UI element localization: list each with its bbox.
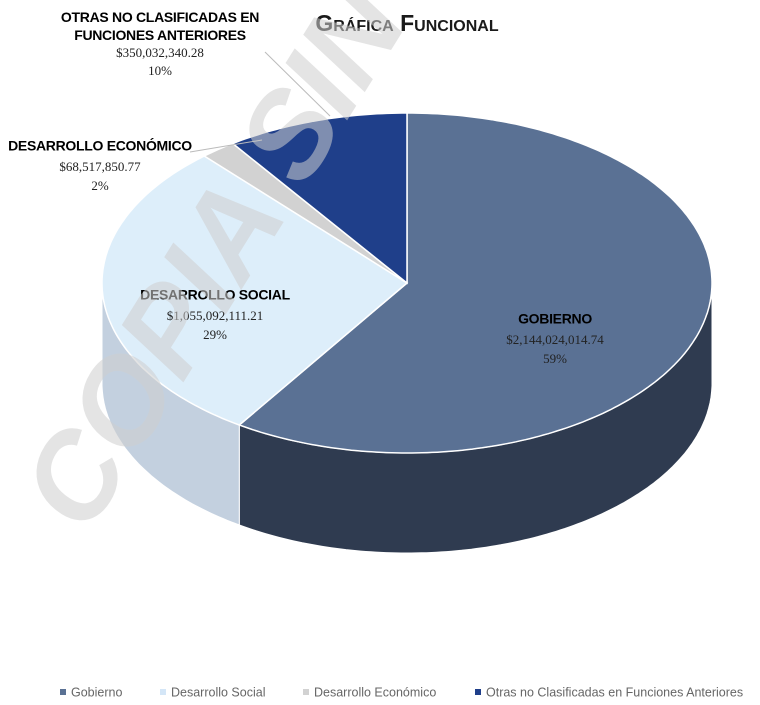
data-label-value: $68,517,850.77 [59, 159, 141, 174]
legend-swatch [60, 689, 66, 695]
data-label-value: $1,055,092,111.21 [167, 308, 264, 323]
slice [202, 142, 408, 284]
data-label: DESARROLLO ECONÓMICO $68,517,850.77 2% [8, 137, 263, 193]
slice [101, 155, 409, 426]
data-label-name: OTRAS NO CLASIFICADAS EN FUNCIONES ANTERI… [61, 9, 259, 43]
data-label: DESARROLLO SOCIAL $1,055,092,111.21 29% [140, 287, 291, 342]
legend-swatch [160, 689, 166, 695]
data-label-name: GOBIERNO [518, 311, 592, 327]
legend-label: Otras no Clasificadas en Funciones Anter… [486, 685, 743, 699]
legend: Gobierno Desarrollo Social Desarrollo Econ… [60, 685, 743, 699]
leader-line [189, 139, 263, 153]
labels: GOBIERNO $2,144,024,014.74 59% DESARROLLO S… [8, 9, 604, 366]
data-label-value: $2,144,024,014.74 [506, 332, 604, 347]
data-label-percent: 10% [148, 63, 172, 78]
slice [231, 112, 408, 285]
data-label-percent: 59% [543, 351, 567, 366]
data-label-percent: 29% [203, 327, 227, 342]
data-label-percent: 2% [91, 178, 109, 193]
data-label: OTRAS NO CLASIFICADAS EN FUNCIONES ANTERI… [61, 9, 331, 117]
chart-title: Gráfica Funcional [315, 10, 498, 36]
data-label-value: $350,032,340.28 [116, 45, 204, 60]
legend-swatch [303, 689, 309, 695]
data-label-name: DESARROLLO ECONÓMICO [8, 137, 192, 154]
leader-line [264, 51, 331, 117]
legend-swatch [475, 689, 481, 695]
pie [101, 112, 713, 554]
legend-label: Desarrollo Social [171, 685, 265, 699]
legend-label: Desarrollo Económico [314, 685, 436, 699]
data-label: GOBIERNO $2,144,024,014.74 59% [506, 311, 604, 366]
slice [237, 112, 713, 454]
data-label-name: DESARROLLO SOCIAL [140, 287, 290, 303]
legend-label: Gobierno [71, 685, 122, 699]
